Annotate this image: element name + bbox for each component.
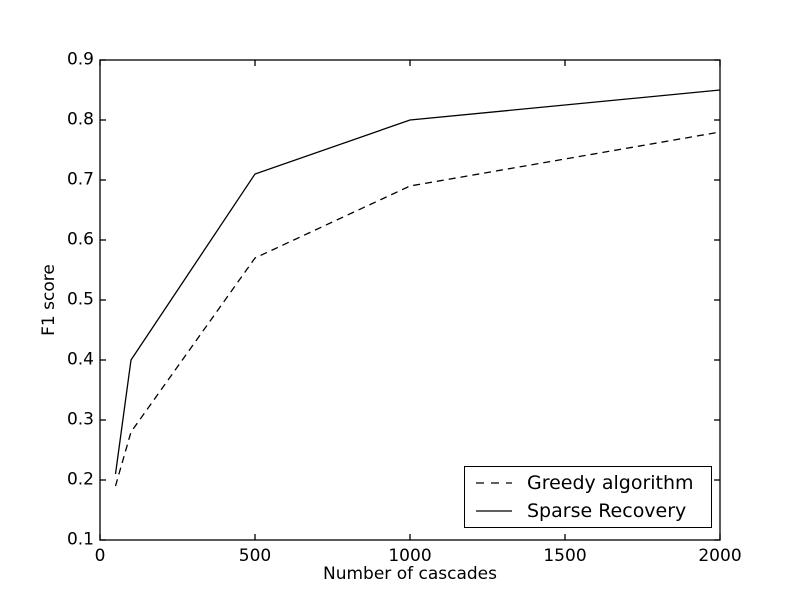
legend-label: Greedy algorithm [527,472,694,495]
series-line-dashed [114,131,721,487]
series-line-solid [114,89,721,475]
legend-label: Sparse Recovery [527,499,687,522]
x-tick-label: 2000 [698,546,742,566]
x-tick-label: 500 [238,546,272,566]
y-tick-label: 0.6 [66,229,94,250]
solid-line-sample-icon [476,510,512,512]
dashed-line-sample-icon [476,482,512,484]
legend-item-sparse-recovery: Sparse Recovery [475,500,711,522]
x-tick-label: 0 [94,546,106,566]
y-tick-label: 0.4 [66,349,94,370]
x-axis-label: Number of cascades [323,564,497,584]
x-tick-label: 1000 [388,546,432,566]
y-tick-label: 0.8 [66,109,94,130]
legend: Greedy algorithm Sparse Recovery [464,466,712,528]
y-tick-label: 0.1 [66,529,94,550]
y-axis-label: F1 score [39,264,59,336]
legend-item-greedy-algorithm: Greedy algorithm [475,472,711,494]
y-tick-label: 0.5 [66,289,94,310]
y-tick-label: 0.7 [66,169,94,190]
y-tick-label: 0.9 [66,49,94,70]
y-tick-label: 0.3 [66,409,94,430]
y-tick-label: 0.2 [66,469,94,490]
x-tick-label: 1500 [543,546,587,566]
